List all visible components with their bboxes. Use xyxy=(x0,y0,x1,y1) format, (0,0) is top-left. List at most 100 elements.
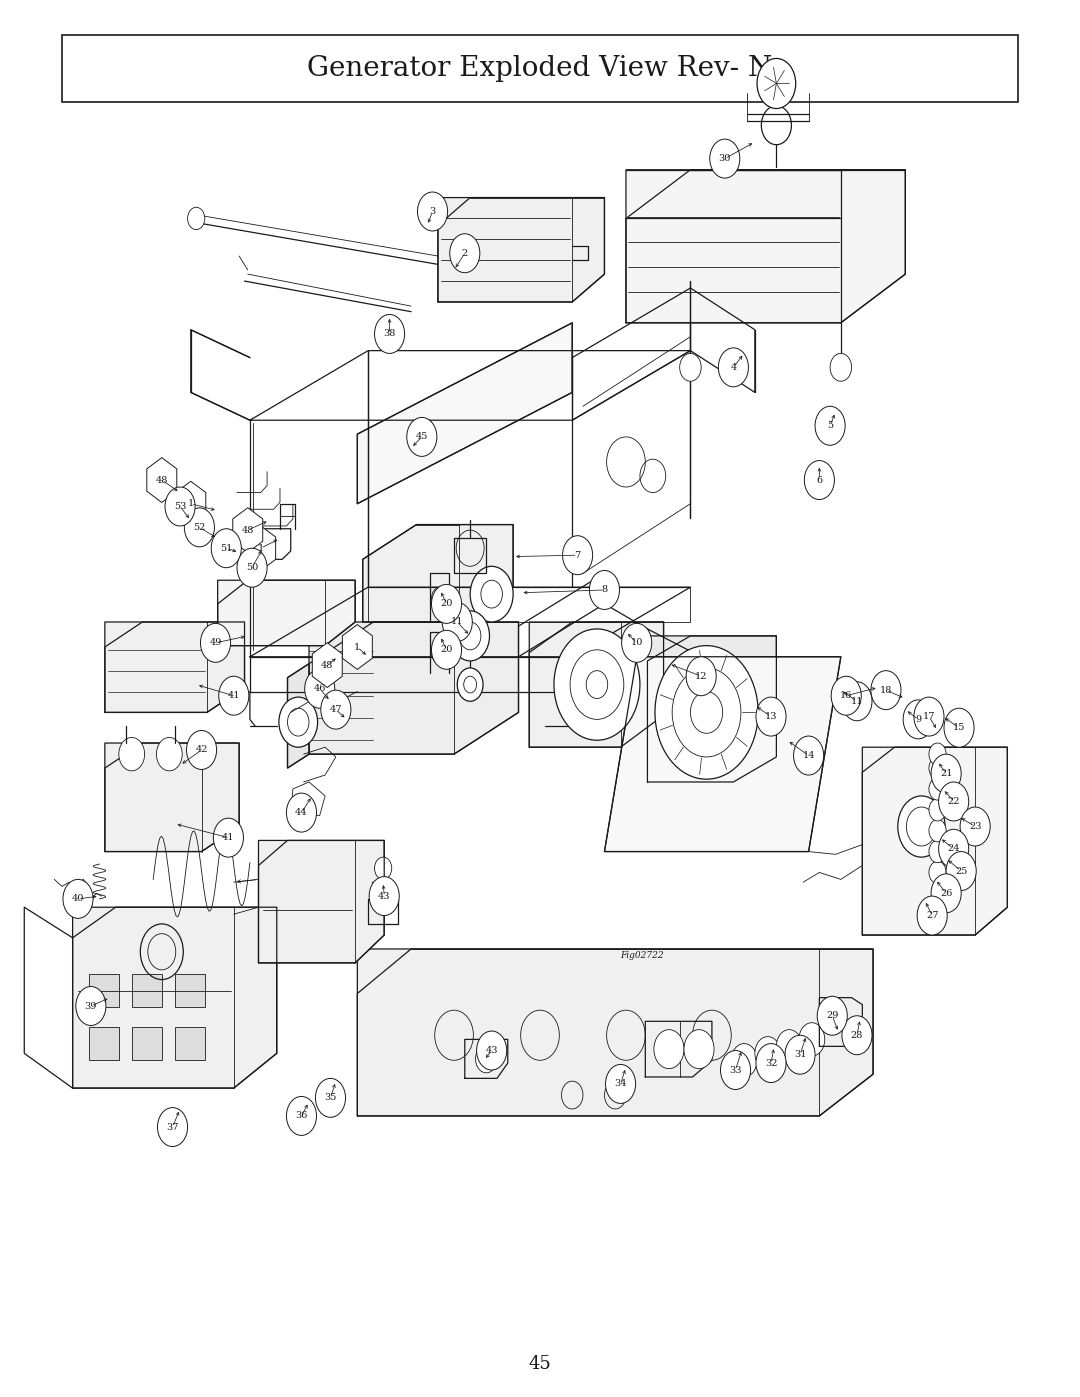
Circle shape xyxy=(929,799,946,821)
Text: 16: 16 xyxy=(840,692,852,700)
Text: 1: 1 xyxy=(354,643,361,651)
Circle shape xyxy=(201,623,230,662)
Bar xyxy=(132,974,162,1007)
Circle shape xyxy=(946,852,976,890)
Text: 40: 40 xyxy=(71,894,84,904)
Circle shape xyxy=(755,1037,781,1070)
Circle shape xyxy=(679,353,701,381)
Circle shape xyxy=(654,645,758,780)
Text: 52: 52 xyxy=(193,522,205,532)
Circle shape xyxy=(554,629,640,740)
Circle shape xyxy=(432,630,461,669)
Bar xyxy=(89,1027,119,1060)
Circle shape xyxy=(432,641,448,664)
Circle shape xyxy=(450,610,489,661)
Text: 4: 4 xyxy=(730,363,737,372)
Text: Generator Exploded View Rev- N: Generator Exploded View Rev- N xyxy=(308,54,772,81)
Circle shape xyxy=(832,676,861,715)
Circle shape xyxy=(470,566,513,622)
Text: 48: 48 xyxy=(321,661,334,669)
Text: 24: 24 xyxy=(947,844,960,854)
Text: 36: 36 xyxy=(295,1112,308,1120)
Text: 43: 43 xyxy=(485,1046,498,1055)
Circle shape xyxy=(914,697,944,736)
Circle shape xyxy=(165,488,195,525)
Polygon shape xyxy=(72,907,276,1088)
Circle shape xyxy=(476,1031,507,1070)
Circle shape xyxy=(188,207,205,229)
Text: 23: 23 xyxy=(969,821,982,831)
Text: 21: 21 xyxy=(940,770,953,778)
Text: 39: 39 xyxy=(84,1002,97,1010)
Bar xyxy=(175,1027,205,1060)
Circle shape xyxy=(777,1030,802,1063)
Circle shape xyxy=(590,570,620,609)
Text: 14: 14 xyxy=(802,752,815,760)
Circle shape xyxy=(794,736,824,775)
Circle shape xyxy=(321,690,351,729)
Text: 11: 11 xyxy=(851,697,863,705)
Circle shape xyxy=(939,782,969,821)
Circle shape xyxy=(939,830,969,869)
Circle shape xyxy=(305,669,335,708)
Text: 34: 34 xyxy=(615,1080,626,1088)
Text: 42: 42 xyxy=(195,746,207,754)
Polygon shape xyxy=(105,743,239,852)
Circle shape xyxy=(818,996,848,1035)
Circle shape xyxy=(903,700,933,739)
Circle shape xyxy=(960,807,990,847)
Bar xyxy=(132,1027,162,1060)
Polygon shape xyxy=(258,841,384,963)
Text: 44: 44 xyxy=(295,807,308,817)
Circle shape xyxy=(185,509,215,546)
Circle shape xyxy=(375,858,392,879)
Circle shape xyxy=(929,862,946,883)
Circle shape xyxy=(622,623,651,662)
Text: 46: 46 xyxy=(313,685,326,693)
Text: 2: 2 xyxy=(461,249,468,257)
Polygon shape xyxy=(105,622,244,712)
Text: 48: 48 xyxy=(156,475,168,485)
Circle shape xyxy=(457,668,483,701)
Circle shape xyxy=(756,697,786,736)
Text: 8: 8 xyxy=(602,585,608,595)
Circle shape xyxy=(756,1044,786,1083)
Circle shape xyxy=(418,191,447,231)
Text: 53: 53 xyxy=(174,502,186,511)
Text: 48: 48 xyxy=(242,525,254,535)
Circle shape xyxy=(219,676,248,715)
Circle shape xyxy=(944,708,974,747)
Text: 31: 31 xyxy=(794,1051,807,1059)
Text: 30: 30 xyxy=(718,154,731,163)
Text: 29: 29 xyxy=(826,1011,838,1020)
Text: 51: 51 xyxy=(220,543,232,553)
Circle shape xyxy=(286,793,316,833)
Circle shape xyxy=(157,738,183,771)
Circle shape xyxy=(684,1030,714,1069)
Bar xyxy=(175,974,205,1007)
Text: 15: 15 xyxy=(953,724,966,732)
Circle shape xyxy=(475,1045,497,1073)
Circle shape xyxy=(158,1108,188,1147)
Polygon shape xyxy=(218,580,355,645)
Text: 38: 38 xyxy=(383,330,395,338)
Polygon shape xyxy=(342,624,373,669)
Polygon shape xyxy=(312,643,342,687)
Circle shape xyxy=(897,796,945,858)
Circle shape xyxy=(815,407,846,446)
Circle shape xyxy=(929,743,946,766)
Circle shape xyxy=(449,233,480,272)
Circle shape xyxy=(805,461,835,500)
Polygon shape xyxy=(529,622,663,747)
Circle shape xyxy=(718,348,748,387)
Circle shape xyxy=(929,820,946,842)
Circle shape xyxy=(369,876,400,915)
Polygon shape xyxy=(363,524,513,622)
Polygon shape xyxy=(176,482,206,527)
Circle shape xyxy=(286,1097,316,1136)
Bar xyxy=(62,35,1018,102)
Text: 1: 1 xyxy=(188,499,194,509)
Text: 7: 7 xyxy=(575,550,581,560)
Circle shape xyxy=(731,1044,757,1077)
Circle shape xyxy=(785,1035,815,1074)
